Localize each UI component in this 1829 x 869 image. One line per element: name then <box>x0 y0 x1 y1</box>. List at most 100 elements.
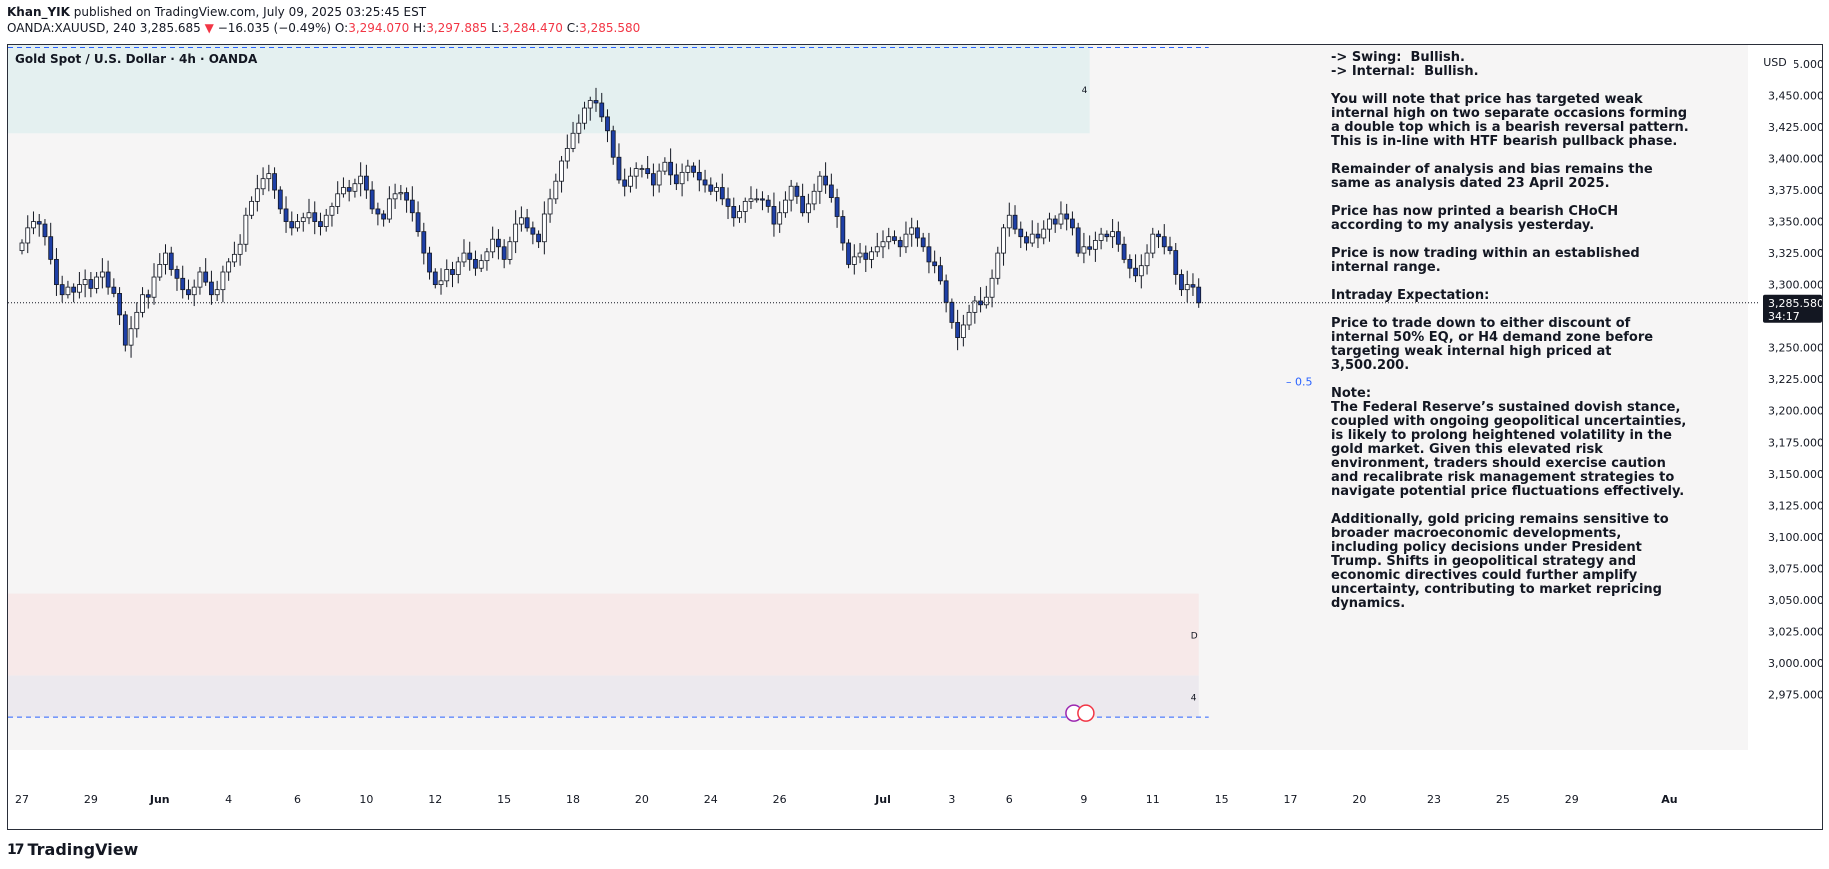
candle <box>1012 214 1018 230</box>
candle <box>352 183 358 192</box>
candle <box>254 188 260 202</box>
time-tick-label: 20 <box>1352 793 1366 806</box>
price-chart[interactable]: 4D4– 0.53,475.0003,450.0003,425.0003,400… <box>8 45 1822 829</box>
candle <box>541 213 547 243</box>
candle <box>1087 246 1093 250</box>
candle <box>823 175 828 186</box>
zone-label: 4 <box>1082 86 1088 96</box>
candle <box>800 195 806 214</box>
candle <box>943 280 949 303</box>
candle <box>932 261 938 267</box>
time-tick-label: 23 <box>1427 793 1441 806</box>
candle <box>691 165 696 173</box>
chart-frame <box>7 44 1823 830</box>
candle <box>995 252 1001 279</box>
candle <box>892 236 897 241</box>
candle <box>587 100 593 109</box>
candle <box>737 211 742 219</box>
candle <box>742 200 748 212</box>
note-paragraph: Price to trade down to either discount o… <box>1331 316 1658 373</box>
current-price-label: 3,285.580 <box>1768 297 1822 310</box>
candle <box>94 276 100 289</box>
price-axis-background <box>1748 45 1822 750</box>
candle <box>651 173 656 186</box>
time-tick-label: 15 <box>497 793 511 806</box>
tradingview-logo[interactable]: 17 TradingView <box>7 840 138 859</box>
close-value: 3,285.580 <box>579 21 641 35</box>
author-name[interactable]: Khan_YIK <box>7 5 70 19</box>
candle <box>461 252 467 263</box>
candle <box>381 213 387 220</box>
candle <box>335 193 341 207</box>
candle <box>989 277 995 298</box>
candle <box>708 184 714 192</box>
candle <box>249 200 255 216</box>
candle <box>788 185 794 201</box>
candle <box>673 174 679 185</box>
time-tick-label: Jun <box>149 793 170 806</box>
candle <box>1144 252 1150 267</box>
candle <box>731 206 737 219</box>
candle <box>955 322 961 338</box>
candle <box>972 300 978 313</box>
price-tick-label: 3,425.000 <box>1768 121 1822 134</box>
time-tick-label: 6 <box>294 793 301 806</box>
candle <box>656 170 662 186</box>
note-paragraph: Note: The Federal Reserve’s sustained do… <box>1331 386 1687 499</box>
candle <box>455 261 461 275</box>
candle <box>1104 233 1110 238</box>
note-paragraph: Price has now printed a bearish CHoCH ac… <box>1331 204 1623 233</box>
candle <box>1138 265 1144 277</box>
time-tick-label: 15 <box>1215 793 1229 806</box>
candle <box>817 175 823 192</box>
candle <box>266 173 272 180</box>
change-value: −16.035 (−0.49%) <box>217 21 332 35</box>
candle <box>696 171 702 181</box>
candle <box>409 199 415 214</box>
candle <box>840 216 846 244</box>
candle <box>473 258 478 269</box>
note-paragraph: Additionally, gold pricing remains sensi… <box>1331 512 1674 611</box>
candle <box>1081 246 1087 254</box>
note-paragraph: Remainder of analysis and bias remains t… <box>1331 162 1658 191</box>
time-axis-background <box>8 750 1822 829</box>
time-tick-label: 12 <box>428 793 442 806</box>
candle <box>1196 286 1202 304</box>
candle <box>421 231 427 254</box>
candle <box>341 187 346 195</box>
candle <box>260 178 266 190</box>
candle <box>117 293 122 316</box>
candle <box>909 227 915 235</box>
candle <box>444 269 450 282</box>
candle <box>771 206 777 225</box>
price-tick-label: 3,375.000 <box>1768 184 1822 197</box>
note-paragraph: You will note that price has targeted we… <box>1331 92 1689 149</box>
currency-button[interactable]: USD <box>1756 53 1794 73</box>
candle <box>329 206 335 216</box>
time-tick-label: 6 <box>1006 793 1013 806</box>
open-label: O: <box>334 21 349 35</box>
price-tick-label: 3,125.000 <box>1768 499 1822 512</box>
candle <box>42 223 48 238</box>
candle <box>65 286 71 296</box>
candle <box>518 217 524 225</box>
candle <box>111 286 117 294</box>
candle <box>1029 233 1035 244</box>
candle <box>31 221 36 229</box>
candle <box>323 214 329 227</box>
candle <box>926 246 932 263</box>
candle <box>1070 218 1075 229</box>
candle <box>1024 236 1029 244</box>
us-flag-icon[interactable] <box>1077 704 1095 722</box>
candle <box>702 179 708 186</box>
candle <box>226 261 232 273</box>
candle <box>725 198 731 207</box>
candle <box>760 198 765 201</box>
candle <box>599 102 605 118</box>
candle <box>197 271 203 288</box>
time-tick-label: 11 <box>1146 793 1160 806</box>
candle <box>1173 250 1179 275</box>
candle <box>467 252 473 260</box>
candle <box>1098 233 1104 241</box>
time-tick-label: 26 <box>773 793 787 806</box>
